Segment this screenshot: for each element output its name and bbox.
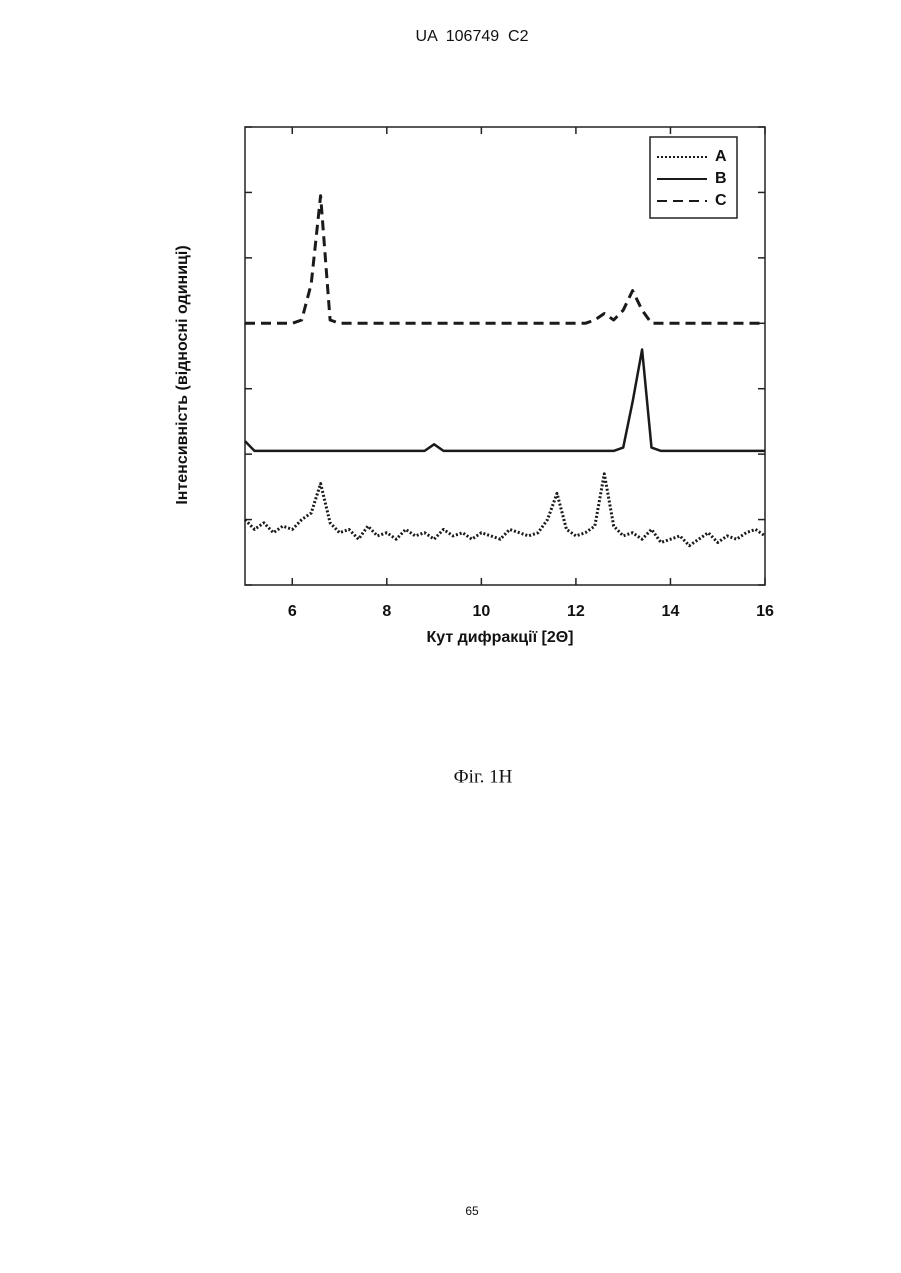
x-tick-label: 8 <box>382 603 391 620</box>
series-line <box>245 474 765 546</box>
page-number: 65 <box>465 1204 479 1218</box>
patent-page: UA 106749 C2 Кут дифракції [2Θ] Інтенсив… <box>0 0 901 1273</box>
header: UA 106749 C2 <box>416 28 529 45</box>
legend-label: B <box>715 170 727 187</box>
series-line <box>245 350 765 451</box>
x-tick-label: 6 <box>288 603 297 620</box>
figure-caption: Фіг. 1Н <box>454 766 513 787</box>
x-tick-label: 14 <box>662 603 680 620</box>
y-axis-label: Інтенсивність (відносні одиниці) <box>174 245 191 504</box>
x-tick-label: 12 <box>567 603 585 620</box>
legend-label: C <box>715 192 727 209</box>
x-tick-label: 16 <box>756 603 774 620</box>
page: UA 106749 C2 Кут дифракції [2Θ] Інтенсив… <box>0 0 901 1273</box>
x-tick-label: 10 <box>472 603 490 620</box>
x-axis-label: Кут дифракції [2Θ] <box>426 629 573 646</box>
legend-label: A <box>715 148 727 165</box>
